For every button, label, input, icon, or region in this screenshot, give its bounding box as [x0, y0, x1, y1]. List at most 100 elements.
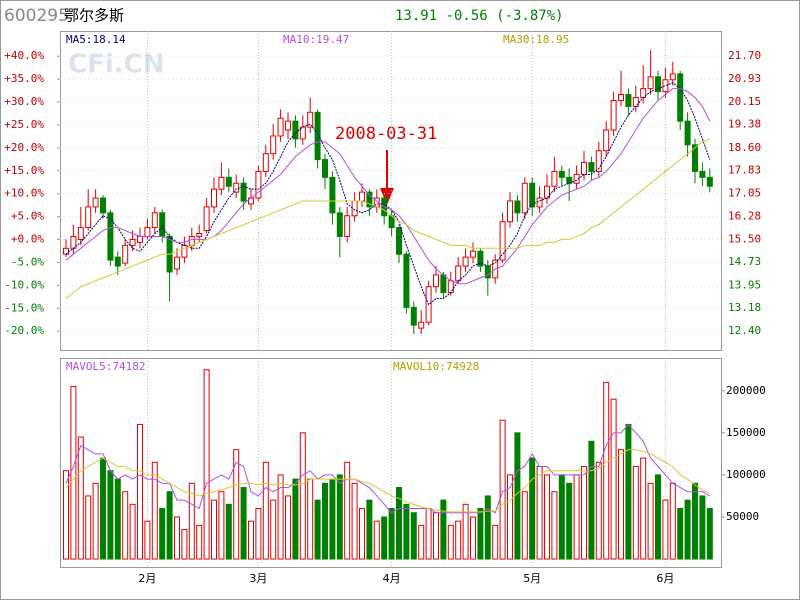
- candle-body: [558, 170, 565, 178]
- candle-body: [544, 185, 550, 199]
- volume-bar: [692, 482, 698, 560]
- candle-body: [100, 197, 106, 214]
- candle-body: [455, 265, 462, 282]
- candle-body: [410, 306, 417, 326]
- x-tick-label: 6月: [656, 572, 674, 585]
- volume-bar: [640, 457, 647, 560]
- volume-bar: [240, 487, 247, 560]
- candle-body: [433, 274, 439, 288]
- volume-bar: [248, 520, 254, 560]
- y-tick-label: 17.05: [728, 187, 761, 200]
- candle-body: [307, 111, 314, 128]
- candle-body: [107, 212, 114, 261]
- candle-body: [277, 117, 284, 137]
- volume-bar: [647, 482, 654, 560]
- candle-body: [63, 247, 69, 255]
- legend-entry: MA5:18.14: [66, 33, 126, 46]
- candle-body: [270, 135, 277, 155]
- volume-bar: [307, 478, 314, 560]
- y-tick-label: 19.38: [728, 118, 761, 131]
- candle-body: [692, 144, 698, 172]
- y-tick-label: 14.73: [728, 255, 761, 268]
- y-tick-label: 15.50: [728, 232, 761, 245]
- y-tick-label: 21.70: [728, 49, 761, 62]
- volume-bar: [270, 499, 277, 560]
- y-tick-label: 150000: [726, 426, 766, 439]
- y-tick-label: 18.60: [728, 141, 761, 154]
- candle-body: [144, 227, 151, 237]
- volume-bar: [588, 440, 595, 560]
- candle-body: [499, 221, 506, 261]
- candle-body: [684, 120, 691, 146]
- volume-bar: [507, 474, 513, 560]
- volume-bar: [359, 508, 365, 560]
- y2-tick-label: +25.0%: [4, 118, 44, 131]
- volume-bar: [107, 470, 114, 560]
- ma-line: [65, 138, 710, 299]
- quote: 13.91 -0.56 (-3.87%): [395, 8, 564, 24]
- volume-bar: [77, 436, 84, 560]
- volume-bar: [262, 461, 269, 560]
- volume-bar: [581, 465, 587, 560]
- volume-bar: [573, 474, 580, 560]
- price-panel: [60, 31, 722, 351]
- volume-bar: [277, 474, 284, 560]
- candle-body: [137, 235, 143, 243]
- x-tick-label: 3月: [249, 572, 267, 585]
- candle-body: [322, 159, 328, 178]
- volume-bar: [484, 495, 491, 560]
- y-tick-label: 17.83: [728, 164, 761, 177]
- y-tick-label: 12.40: [728, 324, 761, 337]
- volume-bar: [470, 516, 476, 560]
- volume-bar: [447, 524, 454, 560]
- candle-body: [211, 188, 217, 208]
- volume-bar: [595, 461, 602, 560]
- volume-bar: [218, 491, 225, 560]
- volume-bar: [63, 470, 69, 560]
- volume-bar: [706, 508, 713, 560]
- volume-bar: [632, 465, 639, 560]
- annotation: 2008-03-31: [335, 124, 437, 144]
- volume-bar: [70, 386, 77, 560]
- candle-body: [188, 235, 195, 246]
- stock-code: 600295: [4, 6, 69, 26]
- volume-bar: [499, 419, 506, 560]
- volume-bar: [566, 482, 573, 560]
- volume-bar: [137, 423, 143, 560]
- candle-body: [647, 76, 654, 90]
- ma-line: [65, 449, 711, 513]
- candle-body: [610, 99, 617, 131]
- volume-bar: [166, 491, 173, 560]
- candle-body: [706, 176, 713, 187]
- volume-bar: [122, 491, 129, 560]
- y2-tick-label: +15.0%: [4, 164, 44, 177]
- volume-bar: [455, 520, 462, 560]
- volume-bar: [618, 449, 624, 560]
- candle-body: [196, 233, 203, 237]
- candle-body: [396, 227, 402, 255]
- volume-bar: [514, 432, 521, 560]
- y2-tick-label: +5.0%: [11, 210, 44, 223]
- volume-bar: [677, 508, 684, 560]
- y2-tick-label: +30.0%: [4, 95, 44, 108]
- volume-bar: [669, 482, 676, 560]
- candle-body: [603, 129, 610, 152]
- candle-body: [359, 191, 365, 202]
- y2-tick-label: +40.0%: [4, 49, 44, 62]
- candle-body: [122, 244, 129, 264]
- candle-body: [403, 253, 410, 308]
- candle-body: [233, 182, 240, 193]
- volume-panel: [60, 358, 722, 568]
- volume-bar: [336, 474, 343, 560]
- volume-bar: [314, 499, 321, 560]
- candle-body: [447, 280, 454, 294]
- candle-body: [366, 191, 373, 208]
- volume-bar: [196, 524, 203, 560]
- candle-body: [462, 256, 469, 267]
- candle-body: [662, 79, 669, 93]
- candle-body: [336, 212, 343, 237]
- x-tick-label: 5月: [523, 572, 541, 585]
- candle-body: [329, 176, 336, 214]
- candle-body: [114, 256, 121, 267]
